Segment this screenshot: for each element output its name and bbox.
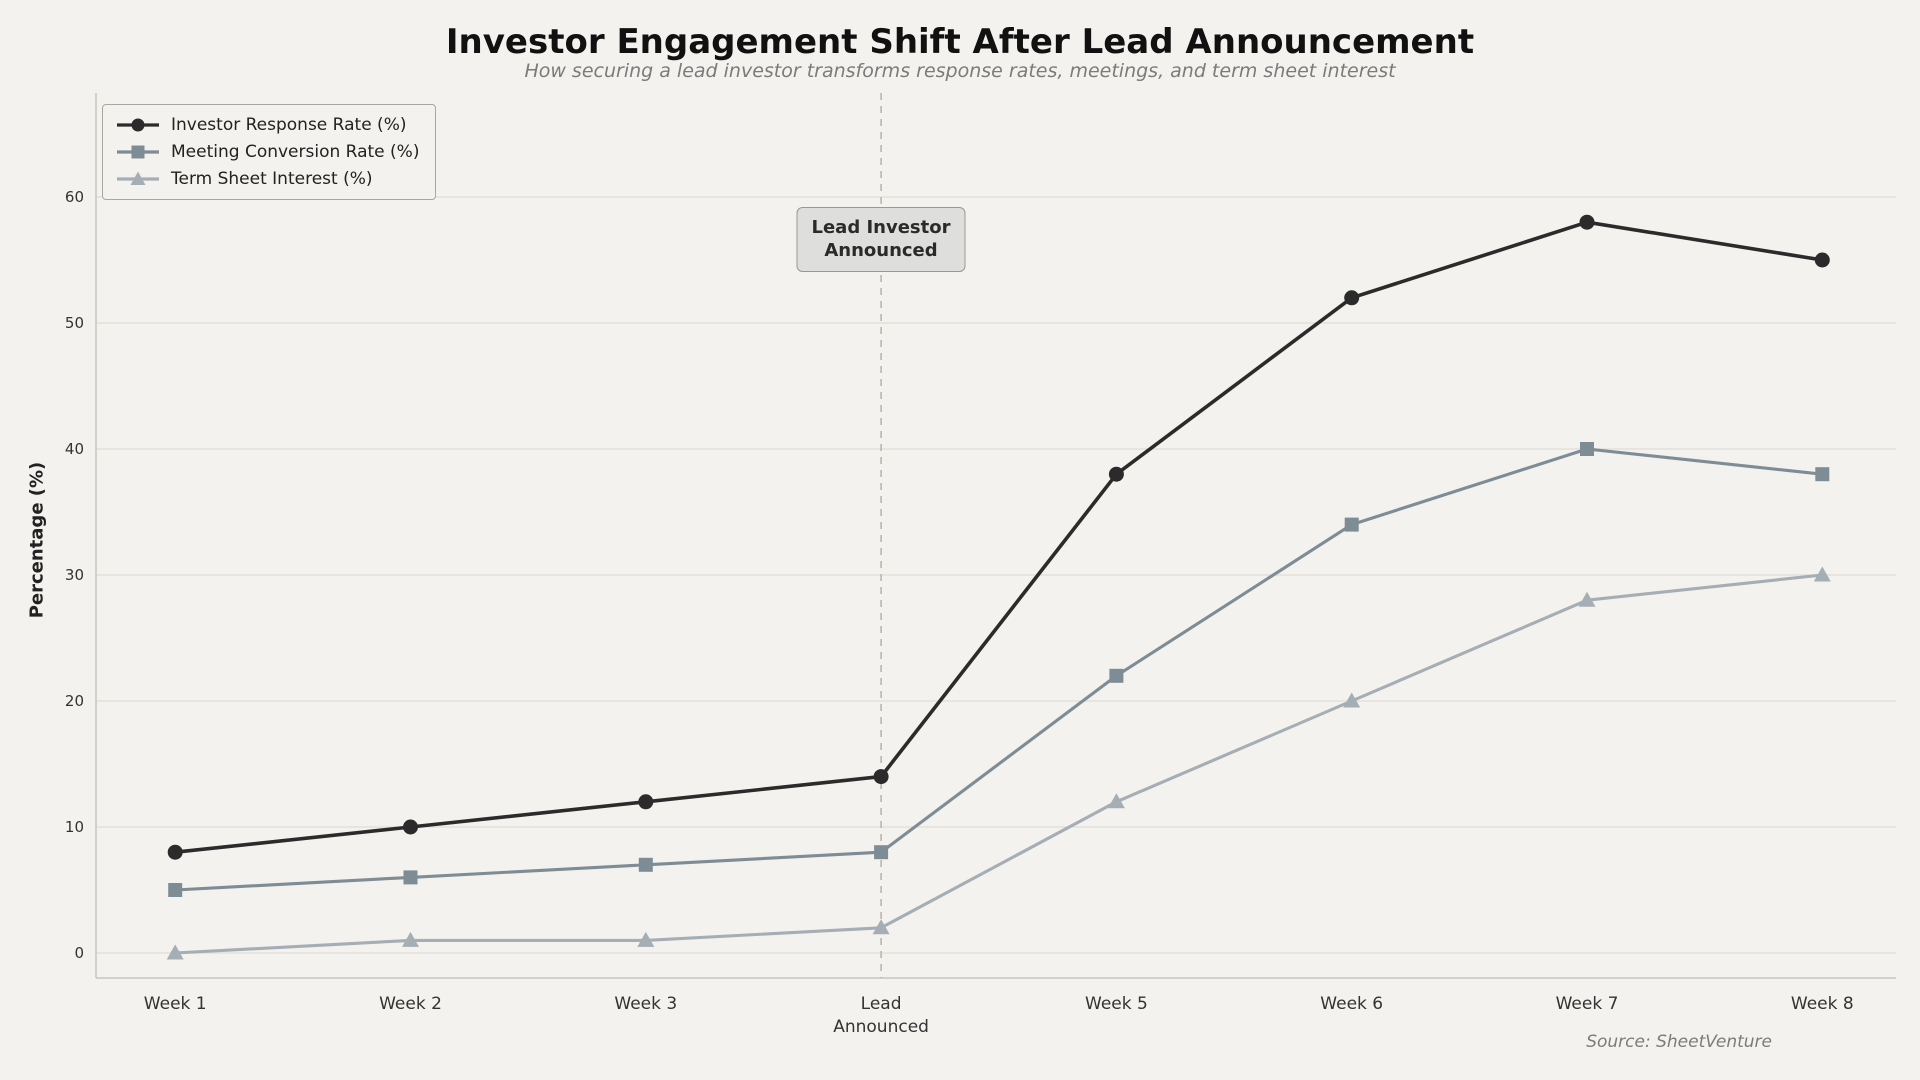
- y-tick-label: 10: [65, 818, 84, 836]
- marker-circle-icon: [403, 819, 418, 835]
- marker-circle-icon: [1108, 466, 1124, 482]
- marker-square-icon: [403, 870, 418, 885]
- marker-circle-icon: [167, 844, 183, 860]
- legend-label: Term Sheet Interest (%): [171, 169, 373, 189]
- y-tick-label: 20: [65, 692, 84, 710]
- legend-label: Meeting Conversion Rate (%): [171, 142, 420, 162]
- legend-item-term-sheet: Term Sheet Interest (%): [115, 169, 419, 189]
- chart-title: Investor Engagement Shift After Lead Ann…: [445, 22, 1475, 62]
- series-line-1: [173, 447, 1824, 892]
- marker-square-icon: [874, 845, 889, 860]
- legend-line-triangle-icon: [115, 170, 161, 188]
- x-tick-label: Week 1: [144, 994, 207, 1014]
- series-line-0: [173, 220, 1825, 855]
- y-tick-label: 0: [74, 944, 84, 962]
- marker-triangle-icon: [1107, 793, 1125, 809]
- x-tick-label: Week 6: [1320, 994, 1383, 1014]
- y-axis-label: Percentage (%): [26, 461, 48, 619]
- y-tick-label: 30: [65, 566, 84, 584]
- y-tick-label: 50: [65, 314, 84, 332]
- x-tick-label: Week 7: [1556, 994, 1619, 1014]
- marker-square-icon: [1580, 442, 1594, 456]
- series-line-2: [173, 573, 1824, 955]
- legend-label: Investor Response Rate (%): [171, 115, 407, 135]
- marker-triangle-icon: [1343, 692, 1361, 708]
- marker-square-icon: [638, 857, 653, 872]
- marker-triangle-icon: [637, 931, 655, 947]
- y-tick-label: 60: [65, 188, 84, 206]
- legend-line-circle-icon: [115, 116, 161, 134]
- marker-triangle-icon: [166, 944, 184, 960]
- x-tick-label: Week 2: [379, 994, 442, 1014]
- x-tick-label: Week 8: [1791, 994, 1854, 1014]
- source-note: Source: SheetVenture: [1586, 1032, 1772, 1052]
- marker-square-icon: [168, 883, 183, 897]
- marker-square-icon: [1109, 668, 1124, 683]
- marker-triangle-icon: [1578, 591, 1596, 607]
- lead-announced-annotation: Lead Investor Announced: [796, 207, 966, 272]
- marker-circle-icon: [1579, 214, 1595, 230]
- chart-subtitle: How securing a lead investor transforms …: [524, 60, 1396, 82]
- legend: Investor Response Rate (%) Meeting Conve…: [102, 104, 437, 200]
- x-tick-label: Lead Announced: [833, 994, 929, 1037]
- marker-circle-icon: [1814, 252, 1830, 268]
- marker-circle-icon: [873, 769, 889, 785]
- y-tick-label: 40: [65, 440, 84, 458]
- marker-square-icon: [1344, 517, 1359, 532]
- marker-square-icon: [1815, 467, 1830, 482]
- marker-triangle-icon: [402, 931, 419, 947]
- marker-triangle-icon: [1813, 566, 1831, 582]
- legend-item-response-rate: Investor Response Rate (%): [115, 115, 419, 135]
- legend-item-meeting-conversion: Meeting Conversion Rate (%): [115, 142, 419, 162]
- marker-circle-icon: [638, 794, 654, 810]
- marker-triangle-icon: [872, 919, 890, 935]
- legend-line-square-icon: [115, 143, 161, 161]
- x-tick-label: Week 3: [614, 994, 677, 1014]
- x-tick-label: Week 5: [1085, 994, 1148, 1014]
- marker-circle-icon: [1344, 290, 1360, 306]
